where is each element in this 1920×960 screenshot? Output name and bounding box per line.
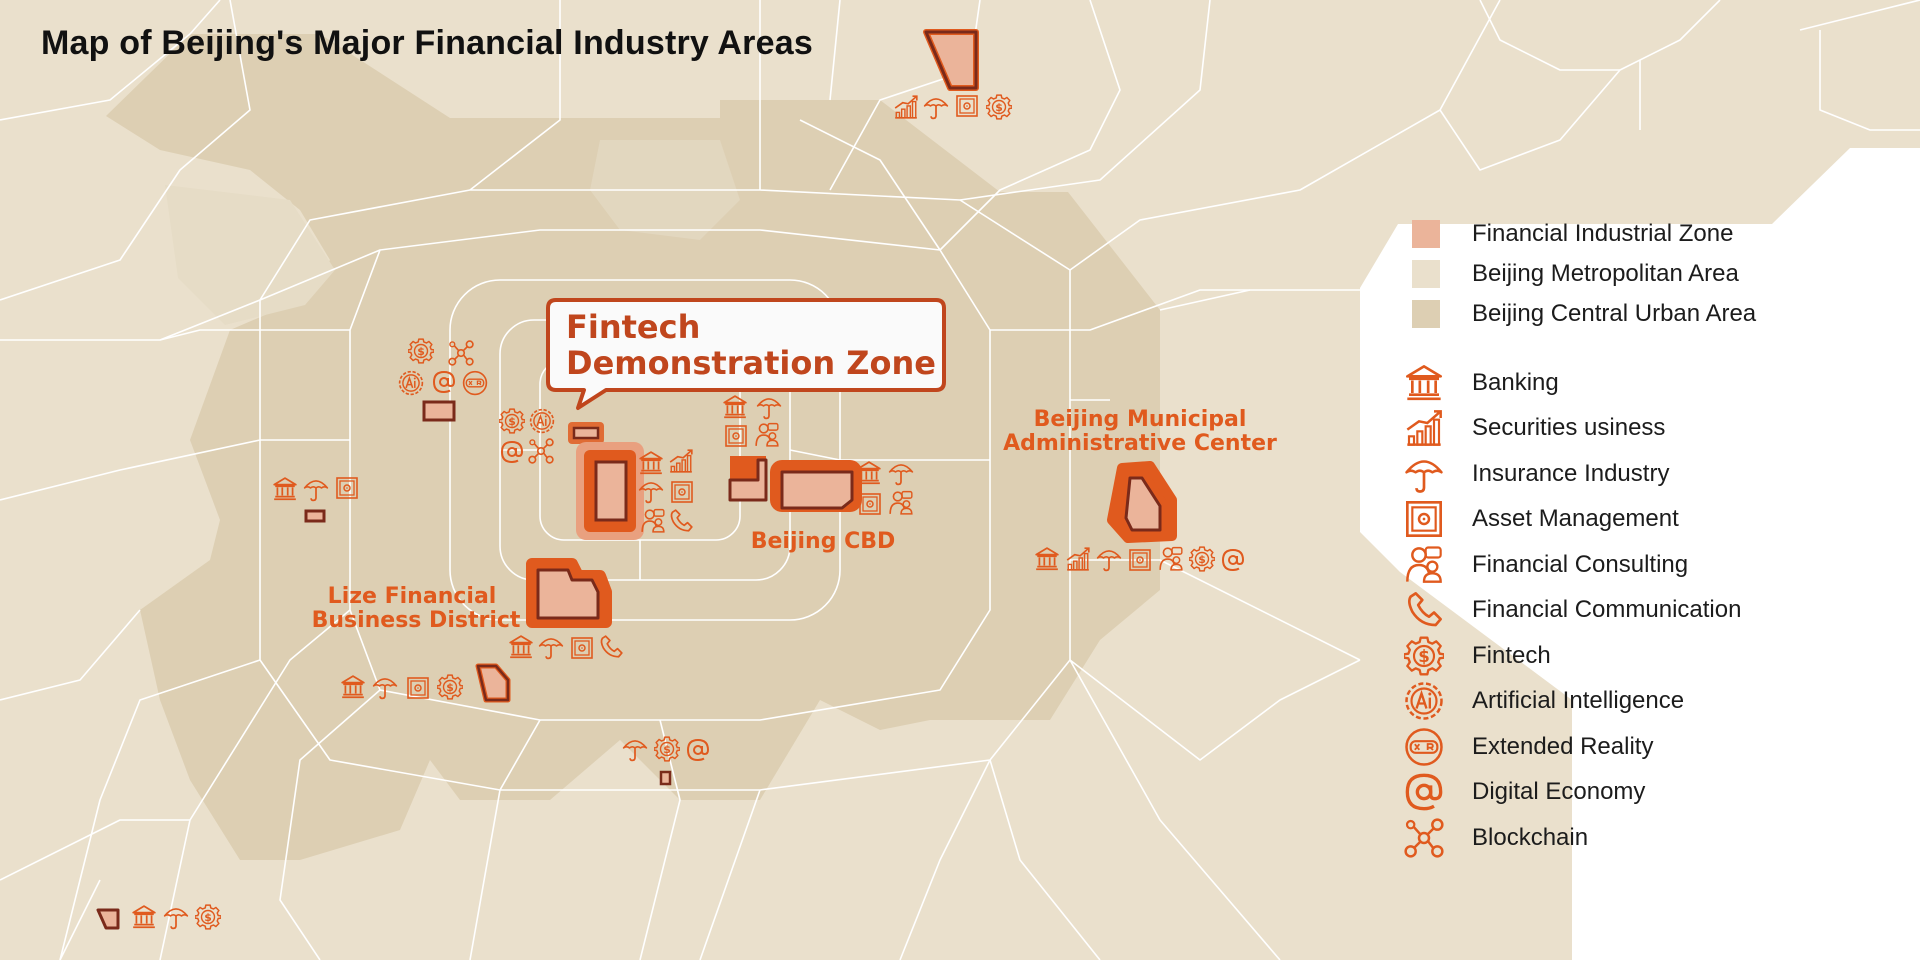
admin-label-line1: Beijing Municipal [1034, 407, 1247, 432]
legend-industry-label: Fintech [1472, 641, 1551, 669]
phone-icon [1400, 588, 1448, 632]
zone-lize[interactable] [526, 558, 612, 628]
legend-industry-item: Securities usiness [1400, 406, 1900, 452]
area-labels: Beijing CBD Beijing Municipal Administra… [312, 407, 1277, 633]
legend-industry-label: Asset Management [1472, 505, 1679, 533]
safe-icon [859, 493, 881, 515]
legend-industry-label: Insurance Industry [1472, 459, 1670, 487]
lize-label-line1: Lize Financial [328, 584, 497, 609]
admin-label-line2: Administrative Center [1003, 431, 1277, 456]
legend-industry-item: Financial Consulting [1400, 542, 1900, 588]
legend-industry-item: Banking [1400, 360, 1900, 406]
page-title: Map of Beijing's Major Financial Industr… [41, 24, 813, 62]
safe-icon [336, 477, 358, 499]
xr-icon [1400, 725, 1448, 769]
zone-west-small[interactable] [422, 400, 456, 422]
safe-icon [571, 637, 593, 659]
bank-icon [1400, 361, 1448, 405]
legend-areas: Financial Industrial Zone Beijing Metropo… [1400, 214, 1900, 334]
safe-icon [1129, 549, 1151, 571]
safe-icon [725, 425, 747, 447]
zone-beijing-cbd[interactable] [728, 456, 862, 512]
fintech-gear-icon [1400, 634, 1448, 678]
legend-area-item: Financial Industrial Zone [1400, 214, 1900, 254]
cbd-label: Beijing CBD [751, 529, 896, 554]
legend-industry-label: Blockchain [1472, 823, 1589, 851]
at-icon [1400, 770, 1448, 814]
legend-industry-label: Banking [1472, 368, 1559, 396]
legend-area-label: Financial Industrial Zone [1472, 220, 1734, 247]
legend-area-label: Beijing Central Urban Area [1472, 300, 1757, 327]
legend-industry-item: Extended Reality [1400, 724, 1900, 770]
legend-area-item: Beijing Metropolitan Area [1400, 254, 1900, 294]
lize-label-line2: Business District [312, 608, 521, 633]
legend-swatch [1412, 220, 1440, 248]
safe-icon [407, 677, 429, 699]
legend-swatch [1412, 260, 1440, 288]
zone-southwest[interactable] [475, 663, 511, 703]
legend-industry-item: Financial Communication [1400, 588, 1900, 634]
safe-icon [671, 481, 693, 503]
legend-industry-label: Financial Communication [1472, 596, 1742, 624]
zone-north[interactable] [923, 29, 979, 91]
securities-icon [1400, 406, 1448, 450]
legend-industry-label: Financial Consulting [1472, 550, 1689, 578]
legend-industry-item: Artificial Intelligence [1400, 679, 1900, 725]
zone-fintech-demonstration[interactable] [568, 422, 644, 540]
legend-industry-label: Digital Economy [1472, 778, 1646, 806]
blockchain-icon [1400, 816, 1448, 860]
legend-industry-item: Asset Management [1400, 497, 1900, 543]
legend-area-label: Beijing Metropolitan Area [1472, 260, 1739, 287]
legend-industry-item: Digital Economy [1400, 770, 1900, 816]
legend-divider [1400, 334, 1900, 360]
zone-municipal-admin[interactable] [1107, 461, 1177, 543]
safe-icon [956, 95, 978, 117]
legend-area-item: Beijing Central Urban Area [1400, 294, 1900, 334]
ai-icon [1400, 679, 1448, 723]
umbrella-icon [1400, 452, 1448, 496]
legend-industry-label: Securities usiness [1472, 414, 1666, 442]
legend-swatch [1412, 300, 1440, 328]
zone-south-small[interactable] [659, 770, 672, 786]
legend-industry-item: Fintech [1400, 633, 1900, 679]
legend-industry-label: Extended Reality [1472, 732, 1654, 760]
zone-far-southwest[interactable] [96, 908, 120, 930]
callout-line1: Fintech [566, 308, 700, 346]
legend-industry-label: Artificial Intelligence [1472, 687, 1685, 715]
zone-far-west[interactable] [304, 509, 326, 523]
legend-industries: Banking Securities usiness Insurance Indus… [1400, 360, 1900, 861]
legend-industry-item: Blockchain [1400, 815, 1900, 861]
fintech-callout: Fintech Demonstration Zone [546, 298, 946, 410]
legend-industry-item: Insurance Industry [1400, 451, 1900, 497]
callout-line2: Demonstration Zone [566, 344, 936, 382]
consulting-icon [1400, 543, 1448, 587]
legend: Financial Industrial Zone Beijing Metropo… [1400, 214, 1900, 861]
safe-icon [1400, 497, 1448, 541]
